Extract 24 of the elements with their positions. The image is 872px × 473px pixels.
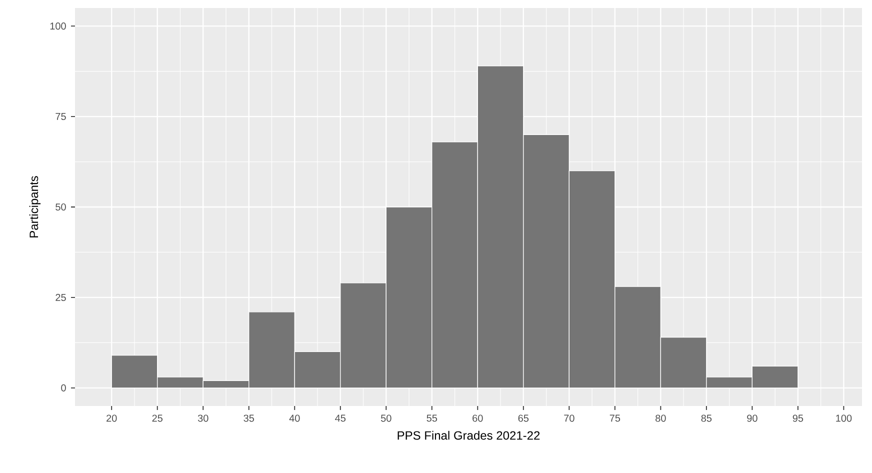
x-tick-label: 95: [792, 414, 804, 422]
x-tick-label: 85: [701, 414, 712, 422]
x-tick-label: 65: [518, 414, 529, 422]
x-tick-label: 40: [289, 414, 300, 422]
y-tick-label: 100: [50, 22, 66, 30]
x-tick-label: 45: [335, 414, 346, 422]
x-tick-label: 20: [106, 414, 117, 422]
x-tick-label: 25: [152, 414, 163, 422]
x-tick-label: 35: [244, 414, 254, 422]
x-tick-label: 55: [426, 414, 438, 422]
y-tick-label: 25: [56, 294, 66, 301]
x-axis-title: PPS Final Grades 2021-22: [398, 430, 540, 440]
y-tick-label: 50: [56, 203, 66, 211]
y-tick-label: 0: [61, 384, 66, 392]
x-tick-label: 70: [564, 414, 574, 422]
y-axis-title: Participants: [29, 176, 41, 238]
y-tick-label: 75: [56, 113, 66, 120]
x-tick-label: 75: [610, 414, 620, 422]
x-tick-label: 80: [656, 414, 666, 422]
x-tick-label: 60: [472, 414, 483, 422]
x-tick-label: 30: [198, 414, 208, 422]
x-tick-label: 50: [380, 414, 392, 422]
x-tick-label: 100: [836, 414, 852, 422]
x-tick-label: 90: [747, 414, 758, 422]
